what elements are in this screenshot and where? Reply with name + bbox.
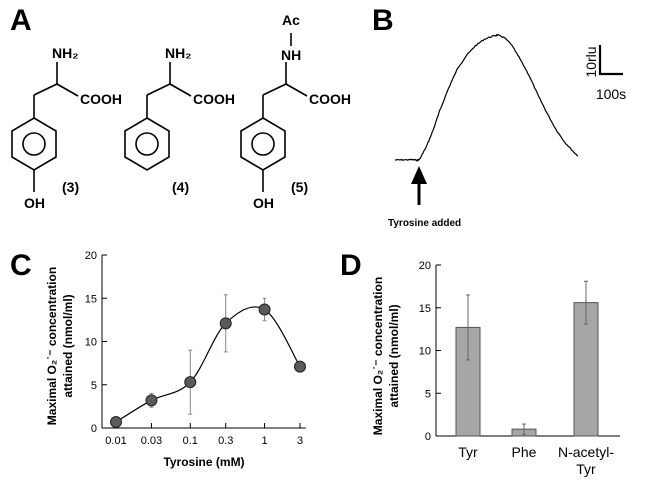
structure-5-bonds — [240, 33, 308, 192]
panel-label-b: B — [372, 4, 394, 37]
structure-3-acid: COOH — [80, 91, 122, 107]
chart-d-ytick-label: 5 — [425, 388, 431, 400]
structure-4-bonds — [124, 62, 192, 171]
structure-4-amine: NH₂ — [165, 45, 191, 61]
chart-c-xlabel: Tyrosine (mM) — [163, 455, 244, 469]
chart-c-xtick-label: 1 — [261, 435, 267, 447]
structure-5-hydroxyl: OH — [253, 195, 274, 211]
panel-b-arrow — [411, 166, 427, 205]
chart-c-point — [145, 394, 158, 407]
chart-d-ytick-label: 0 — [425, 431, 431, 443]
structure-5-amine: NH — [281, 47, 301, 63]
chart-c-fit-curve — [115, 306, 301, 423]
chart-c-point — [219, 317, 232, 330]
chart-c-point — [294, 360, 306, 373]
chart-d-ytick-label: 20 — [419, 260, 431, 272]
chart-d-ylabel: Maximal O₂˙⁻ concentration attained (nmo… — [371, 277, 401, 435]
chart-c-ytick-label: 20 — [85, 250, 97, 262]
panel-b-scale-bar — [598, 45, 623, 76]
panel-b-annotation: Tyrosine added — [388, 218, 461, 229]
structure-4-acid: COOH — [193, 91, 235, 107]
chart-d-category-label: Phe — [512, 444, 537, 460]
chart-c-point — [184, 376, 197, 389]
chart-c-xtick-label: 0.1 — [183, 435, 198, 447]
chart-d-category-label: N-acetyl- — [558, 444, 614, 460]
structure-3-number: (3) — [62, 179, 79, 195]
chart-d-ylabel-line-2: attained (nmol/ml) — [387, 304, 401, 407]
structure-3-bonds — [11, 62, 79, 192]
structure-4-number: (4) — [172, 179, 189, 195]
chart-c-marks — [110, 294, 306, 428]
chart-c-ylabel-line-1: Maximal O₂˙⁻ concentration — [45, 267, 59, 425]
structure-5-number: (5) — [291, 179, 308, 195]
chart-d-ylabel-line-1: Maximal O₂˙⁻ concentration — [371, 277, 385, 435]
panel-b-scale-x: 100s — [596, 86, 626, 102]
chart-c-ylabel: Maximal O₂˙⁻ concentration attained (nmo… — [45, 267, 75, 425]
chart-c-ytick-label: 15 — [85, 293, 97, 305]
chart-c-ytick-label: 10 — [85, 337, 97, 349]
panel-a-labels: NH₂ COOH OH (3) NH₂ COOH (4) Ac NH COOH … — [24, 12, 351, 211]
chart-d-marks — [455, 280, 599, 437]
structure-3-amine: NH₂ — [52, 45, 78, 61]
chart-c-point — [110, 415, 122, 428]
chart-c-xtick-label: 0.01 — [105, 435, 126, 447]
chart-c-xtick-label: 0.03 — [141, 435, 162, 447]
panel-label-d: D — [340, 249, 362, 282]
panel-label-a: A — [10, 4, 32, 37]
chart-c-xtick-label: 3 — [297, 435, 303, 447]
structure-3-hydroxyl: OH — [24, 195, 45, 211]
panel-label-c: C — [10, 249, 32, 282]
structure-5-acyl: Ac — [282, 12, 300, 28]
chart-d-category-label: Tyr — [458, 444, 478, 460]
chart-c-ytick-label: 0 — [91, 423, 97, 435]
trace-line — [395, 33, 579, 163]
chart-c-xtick-label: 0.3 — [218, 435, 233, 447]
chart-c-ytick-label: 5 — [91, 380, 97, 392]
chart-c-point — [258, 303, 271, 316]
panel-b-scale-y: 10rlu — [583, 46, 599, 77]
chart-d-category-label: Tyr — [576, 461, 596, 477]
structure-5-acid: COOH — [309, 91, 351, 107]
chart-d-ytick-label: 10 — [419, 346, 431, 358]
chart-c-ticks: 0 5 10 15 20 0.01 0.03 0.1 0.3 1 3 — [85, 250, 303, 447]
panel-a-structures — [11, 33, 308, 192]
chart-c-ylabel-line-2: attained (nmol/ml) — [61, 294, 75, 397]
chart-d-ytick-label: 15 — [419, 303, 431, 315]
panel-b-trace — [395, 33, 579, 163]
chart-c: 0 5 10 15 20 0.01 0.03 0.1 0.3 1 3 Tyrosine (mM) — [85, 250, 306, 469]
